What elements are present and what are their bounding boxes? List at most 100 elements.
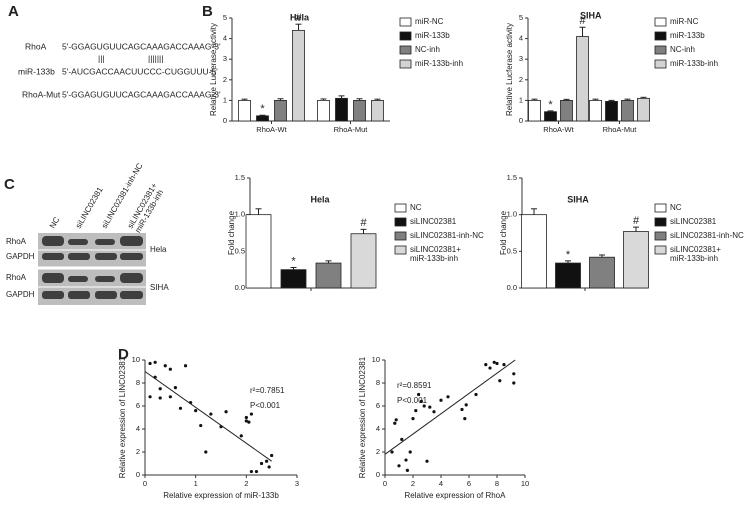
legend-label: NC-inh: [415, 45, 440, 54]
legend-label: miR-133b-inh: [670, 59, 718, 68]
point: [495, 361, 499, 366]
point: [498, 379, 502, 383]
bar: [350, 233, 377, 289]
legend-swatch: [399, 17, 412, 27]
bar: [353, 100, 366, 122]
bar: [371, 100, 384, 122]
legend-label: NC-inh: [670, 45, 695, 54]
cell-line-label: SIHA: [150, 283, 169, 292]
point: [492, 360, 496, 364]
point: [194, 409, 198, 413]
y-tick-label: 2: [223, 75, 227, 84]
y-tick-label: 1.5: [507, 173, 517, 182]
y-tick-label: 5: [223, 13, 227, 22]
point: [419, 399, 423, 403]
legend-swatch: [654, 245, 667, 255]
bar: [589, 256, 615, 289]
chart-title: Hela: [310, 194, 330, 204]
bar: [280, 269, 307, 289]
bar: [528, 100, 541, 122]
western-blot: [38, 233, 146, 305]
lane-label: siLINC02381+miR-133b-inh: [126, 181, 167, 234]
x-tick-label: 0: [383, 479, 387, 488]
point: [446, 395, 450, 399]
point: [267, 465, 271, 469]
stat-annotation: r²=0.7851: [250, 386, 285, 395]
seq-label: RhoA-Mut: [22, 89, 61, 99]
y-axis-label: Fold change: [227, 210, 236, 255]
y-axis-label: Relative expression of LINC02381: [358, 356, 367, 478]
row-label: GAPDH: [6, 252, 35, 261]
fit-line: [384, 359, 516, 455]
x-tick-label: RhoA-Mut: [334, 125, 369, 134]
point: [411, 417, 415, 421]
point: [244, 419, 248, 423]
point: [393, 421, 397, 425]
y-tick-label: 8: [136, 378, 140, 387]
y-tick-label: 8: [376, 378, 380, 387]
y-axis-label: Relative Lucferase activity: [505, 23, 514, 116]
point: [199, 423, 203, 428]
stat-annotation: r²=0.8591: [397, 381, 432, 390]
sequence: 5'-AUCGACCAACUUCCC-CUGGUUU-5': [62, 66, 218, 76]
point: [270, 453, 274, 458]
bar: [292, 29, 305, 122]
bar: [238, 100, 251, 122]
y-tick-label: 0: [136, 470, 140, 479]
point: [422, 404, 426, 408]
x-tick-label: 0: [143, 479, 147, 488]
point: [209, 412, 213, 416]
point: [408, 450, 412, 454]
bar: [256, 115, 269, 122]
legend-label: siLINC02381+ miR-133b-inh: [410, 245, 461, 263]
y-tick-label: 0.0: [507, 283, 517, 292]
point: [183, 364, 188, 368]
bar: [605, 101, 618, 122]
y-tick-label: 4: [223, 34, 227, 43]
legend-swatch: [654, 17, 667, 27]
y-tick-label: 1.0: [235, 210, 245, 219]
fit-line: [144, 371, 272, 462]
legend-label: miR-NC: [415, 17, 444, 26]
point: [484, 363, 488, 367]
x-tick-label: 2: [411, 479, 415, 488]
y-tick-label: 6: [136, 401, 140, 410]
significance-mark: #: [633, 215, 640, 227]
x-axis-label: Relative expression of RhoA: [405, 491, 507, 500]
panel-letter: C: [4, 176, 15, 193]
point: [512, 372, 516, 376]
significance-mark: #: [295, 12, 302, 24]
point: [425, 459, 429, 463]
legend-swatch: [654, 31, 667, 41]
point: [463, 417, 467, 421]
y-tick-label: 10: [372, 355, 380, 364]
x-tick-label: RhoA-Mut: [603, 125, 638, 134]
y-axis-label: Relative Lucferase activity: [209, 23, 218, 116]
bar: [245, 214, 272, 289]
point: [414, 409, 418, 413]
seq-label: miR-133b: [18, 66, 55, 76]
bar: [589, 100, 602, 122]
chart-title: SIHA: [567, 194, 589, 204]
point: [404, 458, 408, 462]
legend-swatch: [399, 59, 412, 69]
seq-label: RhoA: [25, 41, 47, 51]
y-axis-label: Fold change: [499, 210, 508, 255]
point: [249, 412, 253, 416]
pairing: |||||||: [148, 53, 163, 63]
row-label: RhoA: [6, 273, 27, 282]
legend-label: siLINC02381-inh-NC: [670, 231, 744, 240]
point: [512, 381, 516, 385]
y-tick-label: 2: [136, 447, 140, 456]
x-tick-label: 2: [244, 479, 248, 488]
point: [488, 366, 492, 370]
point: [397, 464, 401, 468]
point: [249, 469, 253, 474]
significance-mark: #: [579, 15, 586, 27]
point: [474, 392, 478, 397]
bar: [315, 262, 342, 289]
legend-swatch: [399, 31, 412, 41]
stat-annotation: P<0.001: [250, 401, 281, 410]
bar: [521, 214, 547, 289]
sequence: 5'-GGAGUGUUCAGCAAAGACCAAAG-3': [62, 89, 221, 99]
